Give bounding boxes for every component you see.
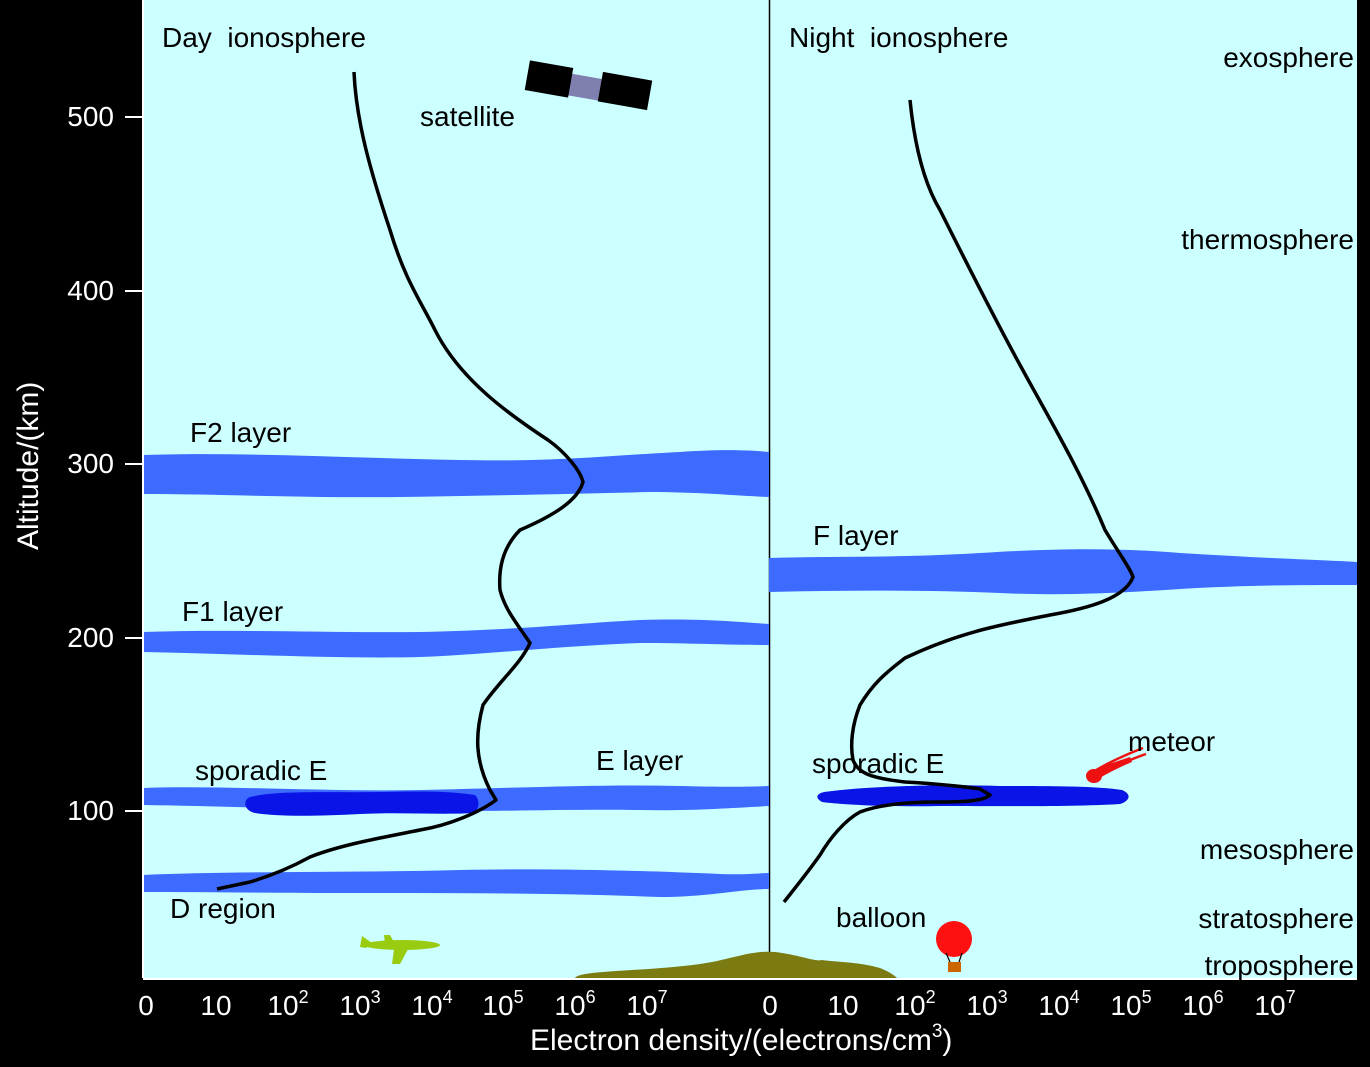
x-tick-exponent: 6 [1213, 987, 1224, 1007]
x-tick-base: 10 [482, 990, 514, 1021]
x-tick-base: 10 [411, 990, 443, 1021]
meteor-label: meteor [1128, 726, 1216, 757]
day-x-tick-label: 106 [554, 988, 595, 1021]
x-tick-base: 10 [626, 990, 658, 1021]
x-tick-exponent: 3 [997, 987, 1008, 1007]
night-x-tick-label: 102 [894, 988, 935, 1021]
x-axis-title: Electron density/(electrons/cm3) [530, 1021, 953, 1058]
night-x-tick-label: 0 [762, 992, 778, 1020]
d-region-label: D region [170, 893, 276, 924]
x-tick-exponent: 3 [370, 987, 381, 1007]
day-x-tick-label: 102 [267, 988, 308, 1021]
x-tick-base: 0 [762, 990, 778, 1021]
x-tick-exponent: 7 [1285, 987, 1296, 1007]
x-axis-title-exponent: 3 [931, 1021, 943, 1042]
day-x-tick-label: 104 [411, 988, 452, 1021]
x-tick-exponent: 5 [513, 987, 524, 1007]
night-panel [769, 0, 1357, 978]
x-tick-base: 10 [339, 990, 371, 1021]
night-density-profile [782, 99, 1135, 904]
day-x-tick-label: 10 [200, 992, 231, 1020]
y-axis-title: Altitude/(km) [12, 381, 45, 550]
satellite-label: satellite [420, 101, 515, 132]
y-tick-label: 300 [67, 448, 114, 479]
day-x-tick-label: 0 [138, 992, 154, 1020]
y-tick-label: 100 [67, 795, 114, 826]
f1-layer-band [143, 619, 769, 658]
x-tick-base: 10 [1254, 990, 1286, 1021]
x-tick-base: 10 [1182, 990, 1214, 1021]
day-x-tick-label: 107 [626, 988, 667, 1021]
x-tick-base: 0 [138, 990, 154, 1021]
day-x-tick-label: 103 [339, 988, 380, 1021]
x-axis-title-text: Electron density/(electrons/cm [530, 1024, 932, 1057]
night-x-tick-label: 105 [1110, 988, 1151, 1021]
x-tick-base: 10 [827, 990, 859, 1021]
balloon-icon [936, 921, 972, 972]
sporadic-e-day-label: sporadic E [195, 755, 328, 786]
exosphere-label: exosphere [1223, 42, 1354, 73]
night-x-tick-label: 106 [1182, 988, 1223, 1021]
d-region-band [143, 869, 769, 897]
f1-layer-label: F1 layer [182, 596, 284, 627]
x-tick-base: 10 [554, 990, 586, 1021]
x-tick-base: 10 [1038, 990, 1070, 1021]
thermosphere-label: thermosphere [1181, 224, 1354, 255]
satellite-icon [524, 60, 653, 111]
night-x-tick-label: 103 [966, 988, 1007, 1021]
y-tick-label: 500 [67, 101, 114, 132]
night-x-tick-label: 107 [1254, 988, 1295, 1021]
x-tick-exponent: 4 [1069, 987, 1080, 1007]
day-density-profile [216, 71, 585, 891]
balloon-label: balloon [836, 902, 927, 933]
day-panel-title: Day ionosphere [162, 22, 366, 53]
x-tick-exponent: 5 [1141, 987, 1152, 1007]
sporadic-e-night [817, 785, 1129, 807]
stratosphere-label: stratosphere [1198, 903, 1354, 934]
night-x-tick-label: 104 [1038, 988, 1079, 1021]
night-x-tick-label: 10 [827, 992, 858, 1020]
sporadic-e-day [245, 791, 479, 816]
x-tick-base: 10 [966, 990, 998, 1021]
x-tick-exponent: 6 [585, 987, 596, 1007]
f-layer-label: F layer [813, 520, 899, 551]
x-tick-base: 10 [894, 990, 926, 1021]
troposphere-label: troposphere [1204, 950, 1354, 981]
airplane-icon [360, 935, 440, 964]
x-tick-exponent: 2 [925, 987, 936, 1007]
mesosphere-label: mesosphere [1199, 834, 1354, 865]
ground-terrain [575, 951, 897, 978]
meteor-icon [1086, 746, 1147, 783]
x-tick-base: 10 [1110, 990, 1142, 1021]
night-panel-title: Night ionosphere [789, 22, 1009, 53]
f-layer-band [769, 549, 1357, 595]
x-axis-title-close: ) [942, 1024, 953, 1057]
y-tick-label: 400 [67, 275, 114, 306]
sporadic-e-night-label: sporadic E [812, 748, 945, 779]
x-tick-base: 10 [200, 990, 232, 1021]
f2-layer-label: F2 layer [190, 417, 292, 448]
x-tick-exponent: 7 [657, 987, 668, 1007]
e-layer-label: E layer [596, 745, 684, 776]
y-tick-label: 200 [67, 622, 114, 653]
x-tick-base: 10 [267, 990, 299, 1021]
x-tick-exponent: 2 [298, 987, 309, 1007]
x-tick-exponent: 4 [442, 987, 453, 1007]
f2-layer-band [143, 450, 769, 498]
day-x-tick-label: 105 [482, 988, 523, 1021]
